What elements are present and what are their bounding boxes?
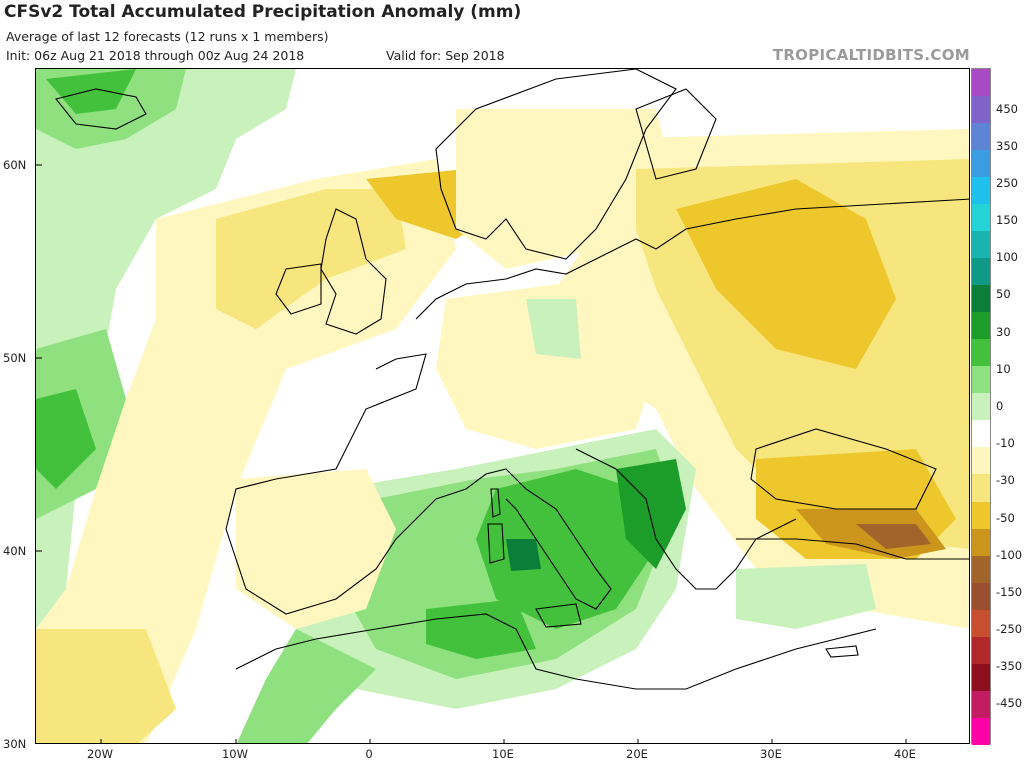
legend-swatch <box>972 420 990 448</box>
anomaly-negative-atlantic-mid <box>216 189 406 329</box>
coastline-turkey <box>736 538 969 560</box>
map-canvas <box>36 69 969 743</box>
lon-label-0: 0 <box>365 747 373 761</box>
legend-label: 250 <box>996 175 1018 190</box>
coastline-continent <box>225 198 969 615</box>
legend-label: 50 <box>996 287 1011 302</box>
init-time: Init: 06z Aug 21 2018 through 00z Aug 24… <box>6 48 305 63</box>
legend-swatch <box>972 96 990 124</box>
legend-swatch <box>972 717 990 745</box>
coastline-sicily <box>535 603 582 628</box>
coastline-black-sea <box>750 428 937 510</box>
legend-swatch <box>972 123 990 151</box>
legend-swatch <box>972 285 990 313</box>
anomaly-positive-east-med <box>736 564 876 629</box>
anomaly-positive-atlantic-sw <box>36 389 96 489</box>
anomaly-positive-germany <box>526 299 581 359</box>
coastlines <box>55 69 969 690</box>
legend-label: 100 <box>996 250 1018 265</box>
legend-swatch <box>972 609 990 637</box>
legend-colorbar <box>971 68 991 745</box>
legend-label: -50 <box>996 510 1015 525</box>
coastline-ireland <box>275 263 322 315</box>
legend-label: 150 <box>996 213 1018 228</box>
anomaly-negative-atlantic-band <box>36 159 456 743</box>
legend-swatch <box>972 663 990 691</box>
coastline-iceland <box>55 88 147 130</box>
legend-label: 350 <box>996 138 1018 153</box>
coastline-finland <box>635 88 717 180</box>
coastline-cyprus <box>825 645 859 658</box>
anomaly-negative-iberia <box>236 469 396 629</box>
anomaly-negative-southwest <box>36 629 176 743</box>
graticule-ticks <box>36 164 907 743</box>
legend-label: -150 <box>996 584 1023 599</box>
legend-swatch <box>972 582 990 610</box>
anomaly-positive-atlantic <box>36 69 296 629</box>
legend-label: -10 <box>996 436 1015 451</box>
legend-swatch <box>972 231 990 259</box>
legend-swatch <box>972 474 990 502</box>
lon-label-20e: 20E <box>626 747 648 761</box>
anomaly-positive-atlantic-strong <box>46 69 136 114</box>
legend-swatch <box>972 204 990 232</box>
coastline-balkans <box>575 448 797 590</box>
legend-label: 10 <box>996 361 1011 376</box>
legend-swatch <box>972 150 990 178</box>
brand-watermark: TROPICALTIDBITS.COM <box>772 46 970 64</box>
anomaly-positive-tunisia <box>426 599 536 659</box>
legend-label: -350 <box>996 659 1023 674</box>
legend-label: 0 <box>996 399 1004 413</box>
lat-label-30n: 30N <box>3 737 27 751</box>
coastline-sardinia <box>487 523 505 564</box>
legend-swatch <box>972 555 990 583</box>
anomaly-fields <box>36 69 969 743</box>
coastline-britain <box>320 208 387 335</box>
anomaly-negative-anatolia-core <box>856 524 931 549</box>
legend-label: 30 <box>996 324 1011 339</box>
legend-label: 450 <box>996 101 1018 116</box>
legend-label: -450 <box>996 696 1023 711</box>
legend-label: -250 <box>996 622 1023 637</box>
legend-swatch <box>972 177 990 205</box>
legend-swatch <box>972 690 990 718</box>
lat-label-40n: 40N <box>3 544 27 558</box>
map-subtitle: Average of last 12 forecasts (12 runs x … <box>6 29 329 44</box>
map-title: CFSv2 Total Accumulated Precipitation An… <box>4 2 522 22</box>
legend-swatch <box>972 366 990 394</box>
legend-label: -30 <box>996 473 1015 488</box>
lat-label-50n: 50N <box>3 351 27 365</box>
anomaly-negative-east-strong <box>676 179 896 369</box>
anomaly-positive-tyrrhenian <box>506 539 541 571</box>
lon-label-40e: 40E <box>894 747 916 761</box>
legend-swatch <box>972 312 990 340</box>
legend-swatch <box>972 69 990 97</box>
lon-label-10e: 10E <box>492 747 514 761</box>
legend-swatch <box>972 393 990 421</box>
precipitation-anomaly-map <box>35 68 970 744</box>
legend-swatch <box>972 528 990 556</box>
anomaly-positive-north-africa <box>236 629 376 743</box>
lat-label-60n: 60N <box>3 158 27 172</box>
coastline-north-africa <box>235 613 877 690</box>
legend-label: -100 <box>996 547 1023 562</box>
lon-label-30e: 30E <box>760 747 782 761</box>
legend-swatch <box>972 501 990 529</box>
lon-label-10w: 10W <box>221 747 249 761</box>
legend-swatch <box>972 258 990 286</box>
legend-swatch <box>972 636 990 664</box>
coastline-scandinavia <box>435 69 677 260</box>
legend-swatch <box>972 447 990 475</box>
legend-swatch <box>972 339 990 367</box>
coastline-corsica <box>490 488 501 518</box>
anomaly-central-europe <box>436 279 656 449</box>
valid-time: Valid for: Sep 2018 <box>386 48 505 63</box>
lon-label-20w: 20W <box>86 747 114 761</box>
